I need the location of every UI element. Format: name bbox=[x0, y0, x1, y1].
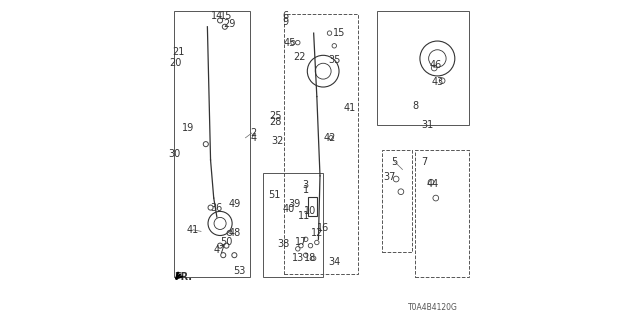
Text: 21: 21 bbox=[173, 47, 185, 57]
Text: FR.: FR. bbox=[175, 272, 193, 282]
Text: 28: 28 bbox=[269, 117, 282, 127]
Text: 32: 32 bbox=[271, 136, 284, 146]
Text: 46: 46 bbox=[429, 60, 442, 70]
Text: 3: 3 bbox=[303, 180, 308, 190]
Text: 17: 17 bbox=[295, 237, 307, 247]
Text: 7: 7 bbox=[422, 156, 428, 167]
Text: 34: 34 bbox=[328, 257, 340, 267]
Text: 37: 37 bbox=[383, 172, 396, 182]
Text: 16: 16 bbox=[317, 223, 330, 233]
Text: 41: 41 bbox=[187, 225, 199, 235]
Text: 12: 12 bbox=[310, 228, 323, 238]
Text: 13: 13 bbox=[292, 253, 304, 263]
Text: 1: 1 bbox=[303, 185, 308, 195]
Text: 50: 50 bbox=[220, 237, 232, 247]
Text: 5: 5 bbox=[392, 156, 397, 167]
Text: 10: 10 bbox=[305, 206, 317, 216]
Text: 38: 38 bbox=[277, 239, 290, 249]
Text: 19: 19 bbox=[182, 123, 195, 133]
Text: 40: 40 bbox=[282, 204, 294, 214]
Text: 6: 6 bbox=[282, 11, 288, 21]
Text: 48: 48 bbox=[228, 228, 241, 238]
Text: 36: 36 bbox=[211, 203, 223, 212]
Text: 25: 25 bbox=[269, 111, 282, 121]
Text: 14: 14 bbox=[211, 11, 223, 21]
Text: 15: 15 bbox=[333, 28, 345, 38]
Text: 4: 4 bbox=[250, 133, 257, 143]
Text: 49: 49 bbox=[228, 199, 241, 209]
Text: 51: 51 bbox=[268, 190, 280, 200]
Text: 31: 31 bbox=[422, 120, 434, 130]
Text: 20: 20 bbox=[170, 58, 182, 68]
Text: 22: 22 bbox=[293, 52, 306, 62]
Text: 44: 44 bbox=[426, 179, 439, 189]
Text: 30: 30 bbox=[168, 149, 180, 159]
Text: 35: 35 bbox=[328, 55, 340, 65]
Text: 45: 45 bbox=[284, 38, 296, 48]
Text: 43: 43 bbox=[431, 77, 444, 87]
Text: 47: 47 bbox=[214, 245, 227, 255]
Text: 42: 42 bbox=[323, 133, 336, 143]
Text: 18: 18 bbox=[305, 253, 317, 263]
Text: T0A4B4120G: T0A4B4120G bbox=[408, 303, 458, 312]
Text: 15: 15 bbox=[220, 11, 232, 21]
Text: 9: 9 bbox=[282, 17, 288, 27]
Text: 29: 29 bbox=[223, 19, 236, 28]
Text: 2: 2 bbox=[250, 128, 257, 138]
Text: 41: 41 bbox=[344, 103, 356, 113]
Text: 8: 8 bbox=[412, 101, 418, 111]
Text: 53: 53 bbox=[233, 266, 245, 276]
Text: 39: 39 bbox=[289, 199, 301, 209]
Text: 11: 11 bbox=[298, 211, 310, 220]
